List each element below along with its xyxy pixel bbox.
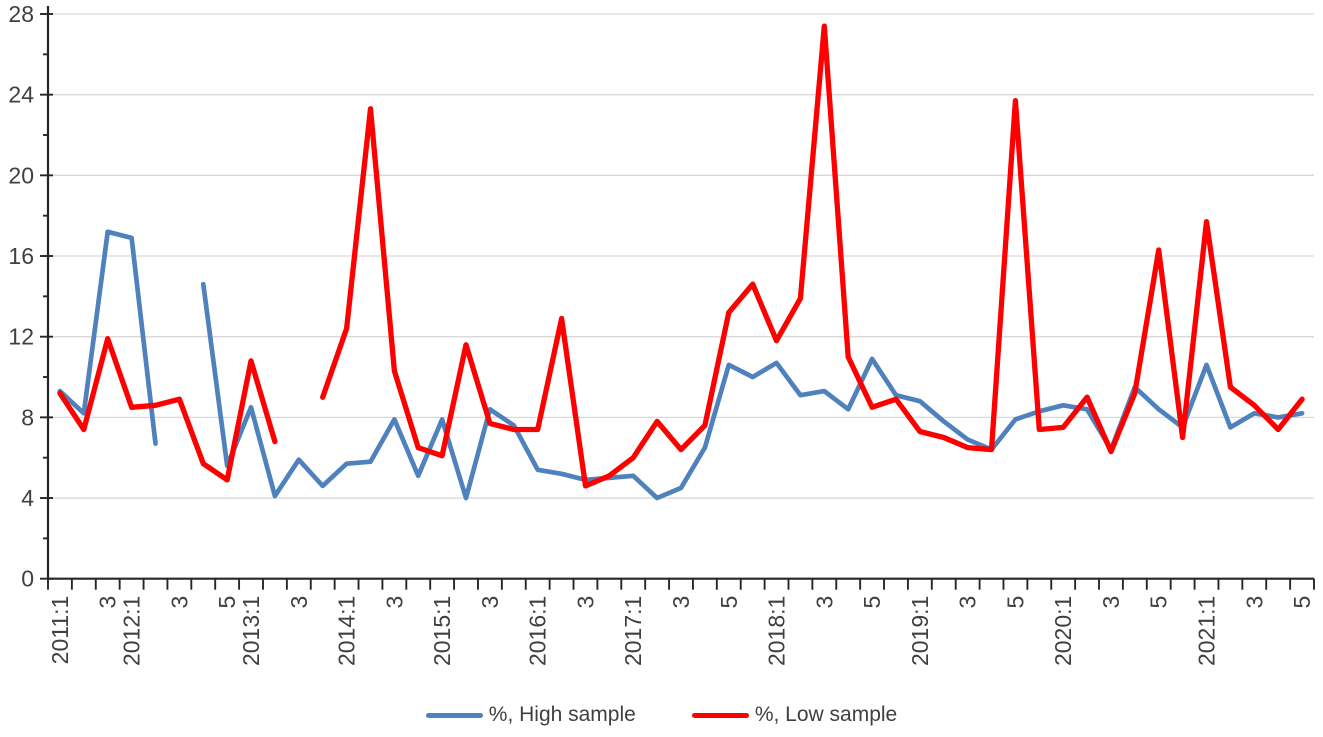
svg-text:4: 4 — [21, 485, 34, 511]
svg-text:2021:1: 2021:1 — [1194, 596, 1220, 666]
svg-text:2012:1: 2012:1 — [119, 596, 145, 666]
svg-text:3: 3 — [811, 596, 837, 609]
axis-ticks — [40, 13, 1315, 590]
svg-text:3: 3 — [477, 596, 503, 609]
svg-text:3: 3 — [1241, 596, 1267, 609]
svg-text:2013:1: 2013:1 — [238, 596, 264, 666]
svg-text:5: 5 — [1289, 596, 1315, 609]
svg-text:3: 3 — [95, 596, 121, 609]
y-axis-labels: 0 4 8 12 16 20 24 28 — [8, 1, 34, 592]
svg-text:3: 3 — [381, 596, 407, 609]
svg-text:0: 0 — [21, 566, 34, 592]
svg-text:3: 3 — [572, 596, 598, 609]
chart-legend: %, High sample %, Low sample — [0, 694, 1323, 736]
legend-label-low-sample: %, Low sample — [754, 703, 898, 726]
svg-text:12: 12 — [8, 324, 34, 350]
svg-text:5: 5 — [1002, 596, 1028, 609]
legend-label-high-sample: %, High sample — [488, 703, 636, 726]
svg-text:2017:1: 2017:1 — [620, 596, 646, 666]
legend-item-low-sample: %, Low sample — [691, 703, 898, 727]
svg-text:3: 3 — [668, 596, 694, 609]
svg-text:3: 3 — [286, 596, 312, 609]
axes — [46, 6, 1314, 580]
svg-text:2011:1: 2011:1 — [47, 596, 73, 665]
series-line-high-sample — [57, 229, 1305, 501]
svg-text:5: 5 — [1146, 596, 1172, 609]
svg-text:28: 28 — [8, 1, 34, 27]
svg-text:2020:1: 2020:1 — [1050, 596, 1076, 666]
svg-text:2015:1: 2015:1 — [429, 596, 455, 666]
legend-swatch-high-sample — [425, 712, 483, 718]
svg-text:16: 16 — [8, 243, 34, 269]
svg-text:2016:1: 2016:1 — [525, 596, 551, 666]
svg-text:20: 20 — [8, 162, 34, 188]
svg-text:5: 5 — [214, 596, 240, 609]
svg-text:3: 3 — [955, 596, 981, 609]
gridlines — [48, 13, 1314, 499]
svg-text:2019:1: 2019:1 — [907, 596, 933, 666]
svg-text:24: 24 — [8, 82, 34, 108]
svg-text:2018:1: 2018:1 — [764, 596, 790, 666]
svg-text:3: 3 — [166, 596, 192, 609]
legend-item-high-sample: %, High sample — [425, 703, 636, 727]
svg-text:5: 5 — [716, 596, 742, 609]
svg-text:5: 5 — [859, 596, 885, 609]
series-line-low-sample — [57, 23, 1305, 489]
svg-text:8: 8 — [21, 404, 34, 430]
svg-text:3: 3 — [1098, 596, 1124, 609]
legend-swatch-low-sample — [691, 712, 749, 718]
svg-text:2014:1: 2014:1 — [334, 596, 360, 666]
